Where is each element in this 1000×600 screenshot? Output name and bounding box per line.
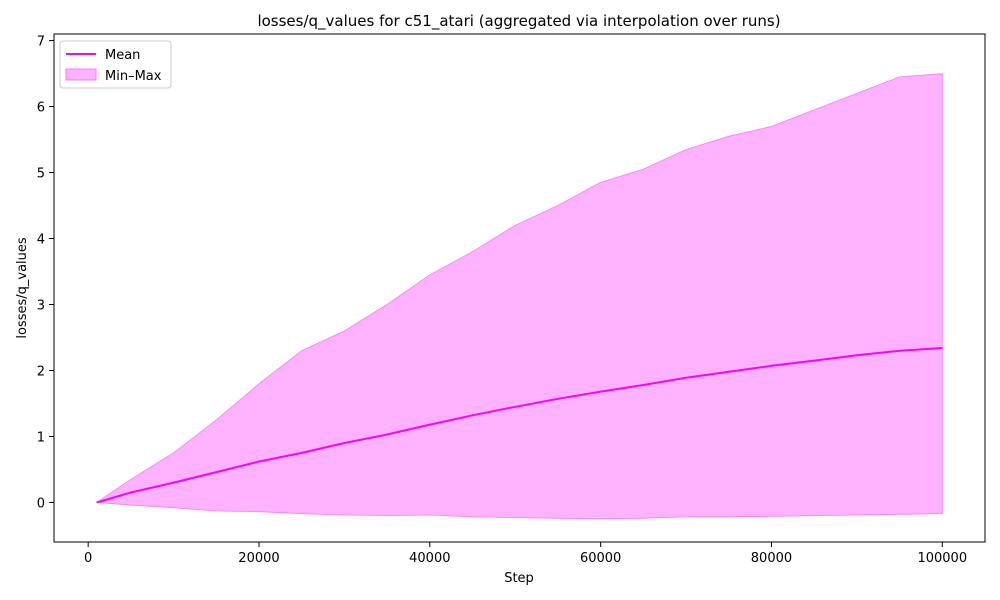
y-axis: 0 1 2 3 4 5 6 7: [37, 35, 54, 511]
y-tick-label: 7: [37, 35, 45, 50]
y-tick-label: 3: [37, 298, 45, 313]
chart-title: losses/q_values for c51_atari (aggregate…: [257, 12, 780, 31]
legend-band-label: Min–Max: [105, 69, 162, 84]
x-axis-label: Step: [504, 571, 534, 586]
plot-frame: [53, 33, 986, 543]
mean-line: [96, 347, 943, 504]
x-tick-label: 60000: [580, 551, 621, 566]
x-tick-label: 100000: [917, 551, 967, 566]
x-axis: 0 20000 40000 60000 80000 100000: [84, 542, 967, 566]
min-max-band: [95, 73, 943, 520]
y-tick-label: 4: [37, 233, 45, 248]
legend: Mean Min–Max: [59, 40, 172, 89]
legend-band-swatch: [65, 68, 97, 81]
plot-area: [95, 73, 943, 520]
y-tick-label: 0: [37, 496, 45, 511]
x-tick-label: 20000: [238, 551, 279, 566]
y-axis-label: losses/q_values: [15, 237, 30, 339]
x-tick-label: 0: [84, 551, 92, 566]
y-tick-label: 5: [37, 167, 45, 182]
y-tick-label: 6: [37, 101, 45, 116]
x-tick-label: 40000: [409, 551, 450, 566]
x-tick-label: 80000: [751, 551, 792, 566]
y-tick-label: 1: [37, 430, 45, 445]
legend-mean-label: Mean: [105, 48, 140, 63]
y-tick-label: 2: [37, 364, 45, 379]
